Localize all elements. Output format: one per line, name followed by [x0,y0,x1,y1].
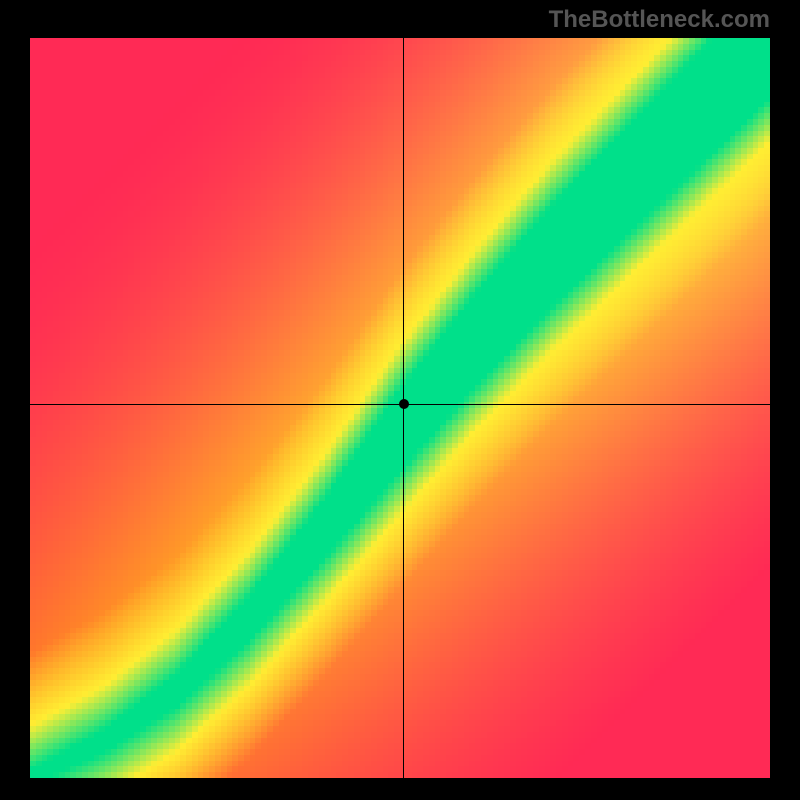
crosshair-dot [399,399,409,409]
watermark-text: TheBottleneck.com [549,6,770,34]
